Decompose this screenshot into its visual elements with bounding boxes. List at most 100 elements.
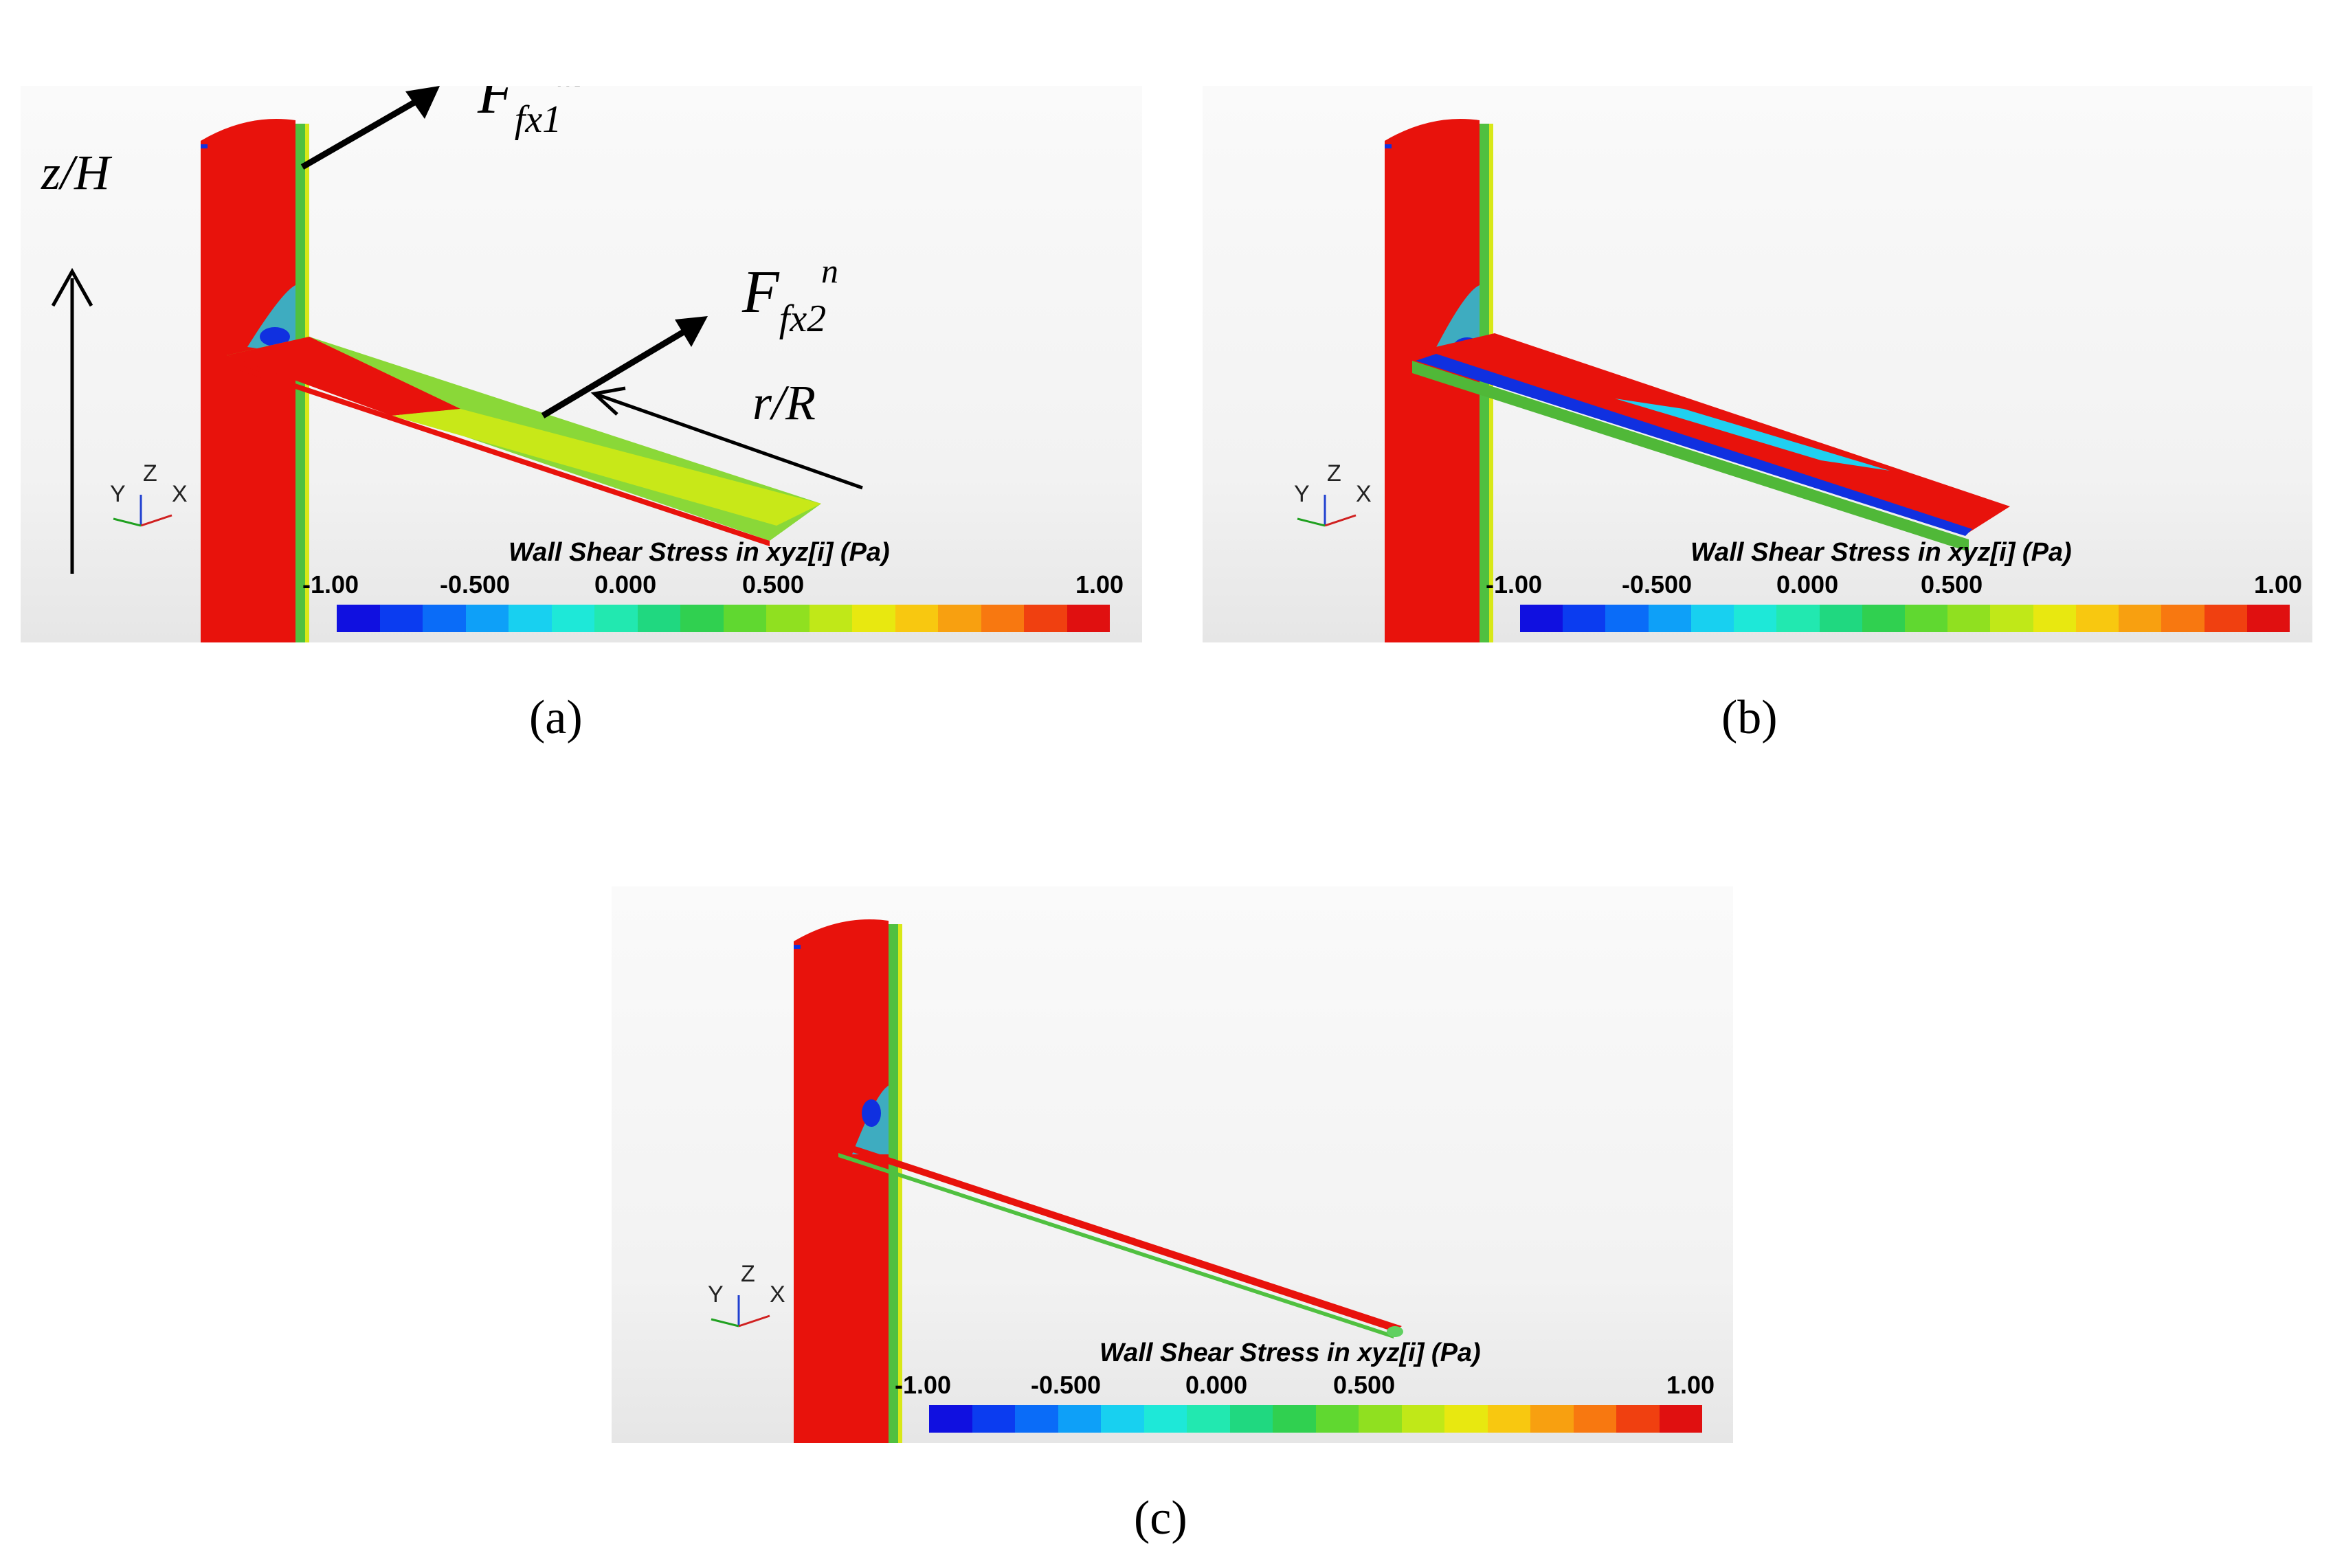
force-1-label: Ffx1m xyxy=(478,86,581,141)
colorbar-swatch xyxy=(2246,605,2290,632)
tower-surface xyxy=(201,141,297,642)
colorbar-swatch xyxy=(379,605,423,632)
blade-lower-edge xyxy=(838,1153,1394,1339)
blade-tip xyxy=(1387,1326,1403,1337)
colorbar-swatch xyxy=(1990,605,2033,632)
colorbar-swatch xyxy=(1024,605,1067,632)
scale-title: Wall Shear Stress in xyz[i] (Pa) xyxy=(509,538,890,567)
tick-min: -1.00 xyxy=(895,1371,952,1399)
blade-cyan-streak xyxy=(1615,399,1890,471)
panel-a-render xyxy=(51,86,863,642)
panel-c: Y Z X Wall Shear Stress in xyz[i] (Pa) -… xyxy=(612,886,1733,1443)
triad-z-label: Z xyxy=(741,1261,755,1287)
blade-surface xyxy=(838,1144,1402,1332)
triad-x-label: X xyxy=(1356,481,1372,507)
tick-min: -1.00 xyxy=(302,570,359,598)
colorbar-swatch xyxy=(337,605,380,632)
colorbar-swatch xyxy=(1616,1405,1660,1433)
colorbar-swatch xyxy=(1734,605,1777,632)
force-2-label: Ffx2 n xyxy=(742,251,838,340)
colorbar-swatch xyxy=(1058,1405,1101,1433)
colorbar-swatch xyxy=(509,605,552,632)
colorbar-swatch xyxy=(1648,605,1691,632)
triad-z-label: Z xyxy=(143,460,157,486)
colorbar-swatch xyxy=(2161,605,2204,632)
triad-y-label: Y xyxy=(110,481,126,507)
root-vortex-core xyxy=(260,327,290,346)
scale-title: Wall Shear Stress in xyz[i] (Pa) xyxy=(1690,538,2072,567)
tower-axis-arrow-head xyxy=(51,267,93,307)
colorbar xyxy=(337,605,1110,632)
colorbar-swatch xyxy=(637,605,680,632)
colorbar-swatch xyxy=(972,1405,1015,1433)
tick-pos-half: 0.500 xyxy=(1333,1371,1396,1399)
colorbar-swatch xyxy=(1904,605,1948,632)
colorbar-swatch xyxy=(723,605,766,632)
tower-edge-green xyxy=(295,124,305,642)
triad-x xyxy=(140,514,172,527)
colorbar-swatch xyxy=(2075,605,2119,632)
colorbar-swatch xyxy=(895,605,938,632)
colorbar-swatch xyxy=(1690,605,1734,632)
blade-surface xyxy=(1412,333,2010,533)
colorbar-swatch xyxy=(852,605,895,632)
scale-title: Wall Shear Stress in xyz[i] (Pa) xyxy=(1099,1339,1481,1367)
tower-top-edge xyxy=(794,945,801,949)
tick-zero: 0.000 xyxy=(1185,1371,1248,1399)
colorbar-swatch xyxy=(1315,1405,1359,1433)
tower-top-edge xyxy=(201,144,208,148)
tick-neg-half: -0.500 xyxy=(440,570,511,598)
colorbar-swatch xyxy=(809,605,852,632)
triad-x-label: X xyxy=(770,1281,785,1308)
colorbar-swatch xyxy=(938,605,981,632)
colorbar-swatch xyxy=(1659,1405,1702,1433)
triad-x xyxy=(738,1314,770,1328)
root-vortex-core xyxy=(862,1099,881,1127)
colorbar-swatch xyxy=(1819,605,1862,632)
colorbar-swatch xyxy=(2119,605,2162,632)
colorbar-swatch xyxy=(1563,605,1606,632)
colorbar-swatch xyxy=(1187,1405,1230,1433)
caption-c: (c) xyxy=(1134,1492,1187,1545)
tick-neg-half: -0.500 xyxy=(1622,570,1693,598)
colorbar-swatch xyxy=(1520,605,1563,632)
colorbar xyxy=(1520,605,2290,632)
blade-axis-arrow-head xyxy=(590,386,626,416)
tick-zero: 0.000 xyxy=(1776,570,1839,598)
tower-top-edge xyxy=(1385,144,1392,148)
colorbar-swatch xyxy=(1143,1405,1187,1433)
colorbar-swatch xyxy=(1015,1405,1058,1433)
triad-y-label: Y xyxy=(1294,481,1310,507)
tower-top xyxy=(201,119,295,141)
colorbar-swatch xyxy=(1947,605,1991,632)
tower-top xyxy=(794,919,889,941)
tick-max: 1.00 xyxy=(2254,570,2303,598)
colorbar-swatch xyxy=(929,1405,972,1433)
blade-lower-edge xyxy=(227,361,770,546)
colorbar-swatch xyxy=(423,605,466,632)
tick-pos-half: 0.500 xyxy=(742,570,805,598)
blade-midspan xyxy=(392,409,821,526)
colorbar-swatch xyxy=(1273,1405,1316,1433)
force-1-arrow-shaft xyxy=(300,97,421,170)
colorbar-swatch xyxy=(680,605,724,632)
panel-b-render xyxy=(1297,119,2010,642)
tick-min: -1.00 xyxy=(1486,570,1543,598)
colorbar-swatch xyxy=(465,605,509,632)
colorbar-swatch xyxy=(2204,605,2247,632)
blade-blue-band xyxy=(1416,354,1972,536)
colorbar xyxy=(929,1405,1702,1433)
colorbar-swatch xyxy=(1067,605,1110,632)
colorbar-swatch xyxy=(1229,1405,1273,1433)
caption-b: (b) xyxy=(1721,691,1778,744)
tick-zero: 0.000 xyxy=(594,570,657,598)
triad-x-label: X xyxy=(172,481,188,507)
colorbar-swatch xyxy=(766,605,810,632)
panel-c-render xyxy=(711,919,1403,1443)
force-1-arrow-head xyxy=(405,86,440,119)
tower-axis-label: z/H xyxy=(41,145,111,200)
force-2-arrow-head xyxy=(675,316,708,347)
colorbar-swatch xyxy=(1359,1405,1402,1433)
colorbar-swatch xyxy=(1487,1405,1530,1433)
